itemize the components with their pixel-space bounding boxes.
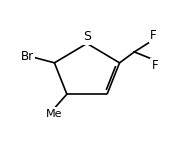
- Text: F: F: [151, 59, 158, 72]
- Text: Br: Br: [21, 50, 34, 63]
- Text: F: F: [150, 29, 157, 42]
- Text: Me: Me: [46, 109, 63, 119]
- Text: S: S: [83, 30, 91, 43]
